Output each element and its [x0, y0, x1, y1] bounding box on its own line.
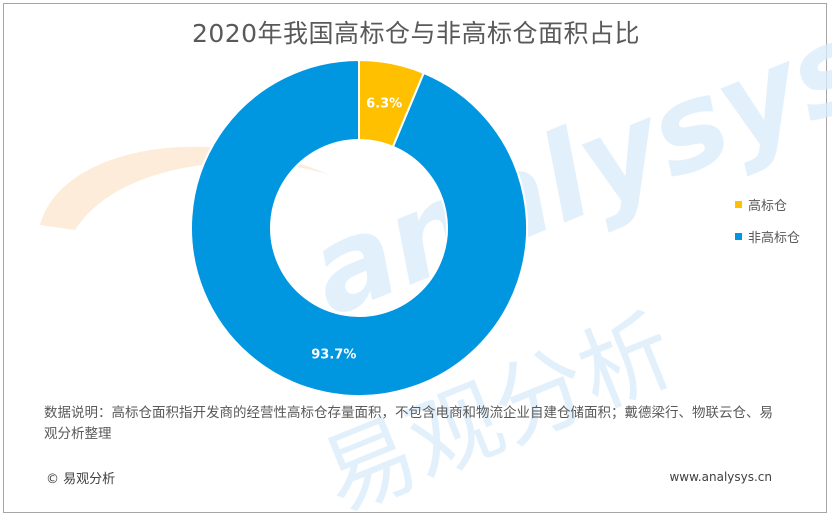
legend-label: 非高标仓: [748, 230, 801, 246]
legend-item-非高标仓: 非高标仓: [735, 224, 800, 248]
chart-title: 2020年我国高标仓与非高标仓面积占比: [191, 19, 641, 48]
slice-label-高标仓: 6.3%: [366, 96, 402, 111]
legend-swatch: [735, 232, 742, 240]
slice-label-非高标仓: 93.7%: [311, 348, 356, 363]
legend-swatch: [735, 200, 742, 208]
legend-label: 高标仓: [748, 198, 788, 214]
legend-item-高标仓: 高标仓: [735, 192, 800, 216]
footer-copyright: © 易观分析: [46, 472, 116, 487]
footer-url[interactable]: www.analysys.cn: [669, 470, 772, 484]
slice-非高标仓: [190, 58, 528, 397]
data-note: 数据说明：高标仓面积指开发商的经营性高标仓存量面积，不包含电商和物流企业自建仓储…: [44, 405, 773, 442]
legend: 高标仓 非高标仓: [735, 192, 800, 256]
